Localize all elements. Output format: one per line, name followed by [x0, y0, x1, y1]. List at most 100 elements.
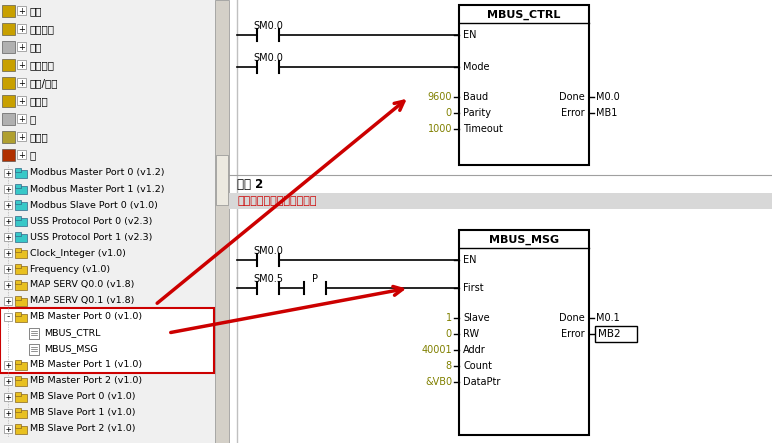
Bar [229, 193, 772, 209]
Bar [15, 250, 27, 258]
Bar [17, 150, 26, 159]
Text: +: + [18, 43, 25, 51]
Text: 1: 1 [446, 313, 452, 323]
Text: MAP SERV Q0.0 (v1.8): MAP SERV Q0.0 (v1.8) [30, 280, 134, 289]
Bar [215, 0, 229, 443]
Text: +: + [5, 296, 11, 306]
Text: 0: 0 [446, 329, 452, 339]
Text: 定时器: 定时器 [30, 132, 49, 142]
Text: Count: Count [463, 361, 492, 371]
Text: +: + [18, 61, 25, 70]
Bar [4, 217, 12, 225]
Text: Error: Error [561, 108, 585, 118]
Bar [15, 426, 27, 434]
Text: Timeout: Timeout [463, 124, 503, 134]
Bar [15, 202, 27, 210]
Bar [0, 308, 214, 373]
Text: RW: RW [463, 329, 479, 339]
Text: +: + [5, 249, 11, 257]
Text: 8: 8 [446, 361, 452, 371]
Bar [15, 408, 21, 412]
Text: Parity: Parity [463, 108, 491, 118]
Text: +: + [5, 217, 11, 225]
Text: MB1: MB1 [596, 108, 618, 118]
Text: 拖拽到此处，并设置好参数: 拖拽到此处，并设置好参数 [237, 196, 317, 206]
Bar [2, 5, 15, 17]
Text: MB Master Port 2 (v1.0): MB Master Port 2 (v1.0) [30, 377, 142, 385]
Bar [17, 78, 26, 87]
Bar [15, 170, 27, 178]
Bar [4, 313, 12, 321]
Text: MBUS_CTRL: MBUS_CTRL [44, 329, 100, 338]
Text: +: + [5, 201, 11, 210]
Bar [15, 168, 21, 172]
Text: SM0.0: SM0.0 [253, 246, 283, 256]
Text: +: + [5, 233, 11, 241]
Text: Modbus Slave Port 0 (v1.0): Modbus Slave Port 0 (v1.0) [30, 201, 158, 210]
Bar [4, 169, 12, 177]
Text: +: + [18, 7, 25, 16]
Bar [2, 41, 15, 53]
Text: USS Protocol Port 1 (v2.3): USS Protocol Port 1 (v2.3) [30, 233, 152, 241]
Bar [15, 282, 27, 290]
Bar [15, 392, 21, 396]
Bar [2, 95, 15, 107]
Bar [459, 5, 589, 165]
Text: MBUS_MSG: MBUS_MSG [44, 345, 97, 354]
Bar [15, 232, 21, 236]
Bar [15, 264, 21, 268]
Bar [15, 376, 21, 380]
Text: EN: EN [463, 30, 476, 40]
Bar [0, 0, 215, 443]
Bar [4, 297, 12, 305]
Bar [29, 344, 39, 355]
Bar [2, 77, 15, 89]
Bar [2, 149, 15, 161]
Text: MB Master Port 0 (v1.0): MB Master Port 0 (v1.0) [30, 312, 142, 322]
Text: Modbus Master Port 0 (v1.2): Modbus Master Port 0 (v1.2) [30, 168, 164, 178]
Text: M0.0: M0.0 [596, 92, 620, 102]
Text: +: + [5, 168, 11, 178]
Bar [15, 314, 27, 322]
Text: 传送: 传送 [30, 42, 42, 52]
Text: MBUS_MSG: MBUS_MSG [489, 235, 559, 245]
Text: 0: 0 [446, 108, 452, 118]
Bar [15, 248, 21, 252]
Bar [4, 249, 12, 257]
Text: +: + [18, 78, 25, 88]
Text: 网络 2: 网络 2 [237, 178, 263, 190]
Text: M0.1: M0.1 [596, 313, 620, 323]
Bar [15, 362, 27, 370]
Text: Frequency (v1.0): Frequency (v1.0) [30, 264, 110, 273]
Bar [15, 266, 27, 274]
Bar [17, 6, 26, 15]
Bar [17, 96, 26, 105]
Text: +: + [18, 97, 25, 105]
Bar [4, 265, 12, 273]
Bar [2, 131, 15, 143]
Text: &VB0: &VB0 [425, 377, 452, 387]
Bar [15, 312, 21, 316]
Text: MB Slave Port 2 (v1.0): MB Slave Port 2 (v1.0) [30, 424, 136, 434]
Bar [4, 393, 12, 401]
Bar [15, 280, 21, 284]
Text: P: P [312, 274, 318, 284]
Text: MB Master Port 1 (v1.0): MB Master Port 1 (v1.0) [30, 361, 142, 369]
Text: +: + [5, 280, 11, 289]
Text: DataPtr: DataPtr [463, 377, 500, 387]
Bar [216, 155, 228, 205]
Bar [17, 132, 26, 141]
Bar [4, 425, 12, 433]
Bar [4, 361, 12, 369]
Text: +: + [5, 264, 11, 273]
Text: EN: EN [463, 255, 476, 265]
Text: 程序控制: 程序控制 [30, 60, 55, 70]
Bar [15, 360, 21, 364]
Bar [15, 186, 27, 194]
Text: Clock_Integer (v1.0): Clock_Integer (v1.0) [30, 249, 126, 257]
Text: First: First [463, 283, 483, 293]
Text: +: + [5, 408, 11, 417]
Bar [15, 394, 27, 402]
Bar [17, 60, 26, 69]
Text: Slave: Slave [463, 313, 489, 323]
